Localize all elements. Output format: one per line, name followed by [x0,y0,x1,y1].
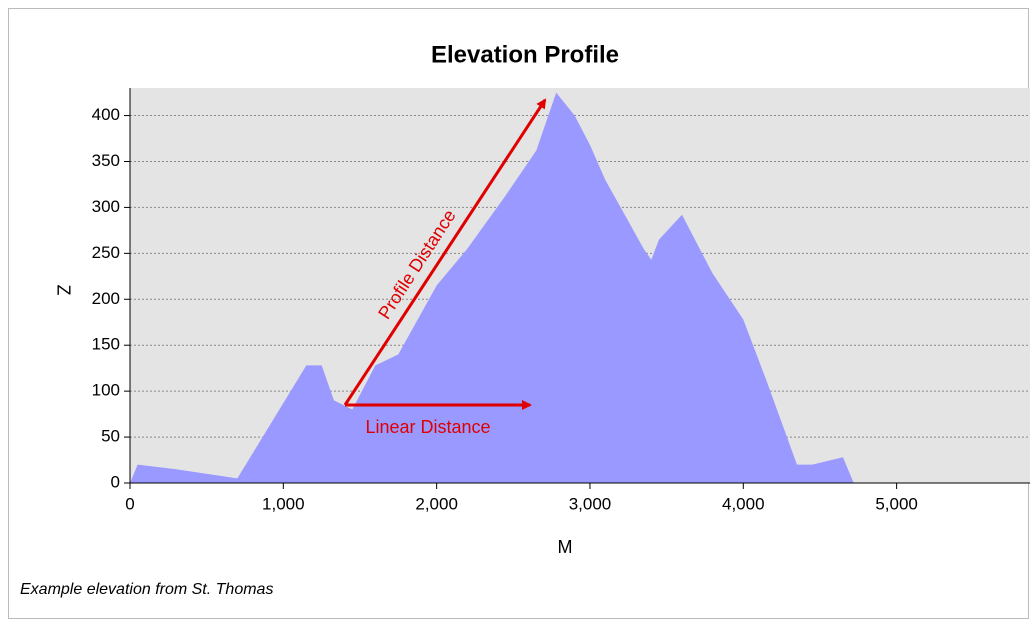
y-tick-label: 200 [92,289,120,308]
x-tick-label: 4,000 [722,494,765,513]
y-tick-label: 50 [101,427,120,446]
y-tick-label: 350 [92,151,120,170]
y-tick-label: 100 [92,381,120,400]
x-tick-label: 1,000 [262,494,305,513]
caption: Example elevation from St. Thomas [20,581,273,598]
y-tick-label: 400 [92,105,120,124]
y-tick-label: 300 [92,197,120,216]
y-tick-label: 150 [92,335,120,354]
y-tick-label: 0 [111,472,120,491]
x-axis-label: M [558,537,573,557]
x-tick-label: 3,000 [569,494,612,513]
x-tick-label: 0 [125,494,134,513]
annotation: Linear Distance [365,417,490,437]
x-tick-label: 2,000 [415,494,458,513]
y-tick-label: 250 [92,243,120,262]
y-axis-label: Z [53,285,73,296]
area [130,92,854,484]
profile-arrow [343,98,547,406]
x-tick-label: 5,000 [875,494,918,513]
chart-title: Elevation Profile [431,41,619,68]
